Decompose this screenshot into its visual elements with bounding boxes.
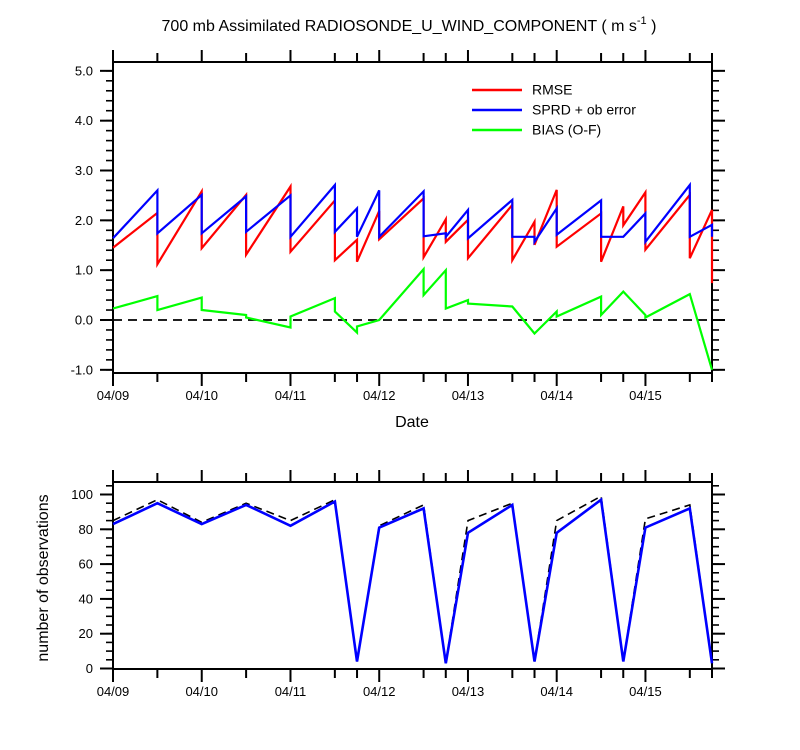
x-tick-label: 04/13 [452, 684, 485, 699]
y-tick-label: -1.0 [71, 362, 93, 377]
y-tick-label: 100 [71, 487, 93, 502]
legend-label-bias: BIAS (O-F) [532, 122, 601, 138]
y-tick-label: 0 [86, 661, 93, 676]
legend-label-sprd: SPRD + ob error [532, 102, 636, 118]
x-tick-label: 04/14 [540, 388, 573, 403]
series-sprd-ob-error [112, 181, 714, 246]
series-rmse [112, 182, 714, 284]
legend-label-rmse: RMSE [532, 82, 572, 98]
x-tick-label: 04/09 [97, 388, 130, 403]
y-tick-label: 0.0 [75, 313, 93, 328]
x-tick-label: 04/11 [275, 388, 307, 403]
x-tick-label: 04/15 [629, 388, 662, 403]
x-tick-label: 04/12 [363, 684, 396, 699]
chart-title: 700 mb Assimilated RADIOSONDE_U_WIND_COM… [162, 15, 657, 35]
bottom-y-axis-title: number of observations [35, 494, 52, 661]
x-tick-label: 04/13 [452, 388, 485, 403]
x-tick-label: 04/11 [275, 684, 307, 699]
chart-title-superscript: -1 [637, 15, 647, 27]
x-tick-label: 04/12 [363, 388, 396, 403]
bottom-panel: 04/09 04/10 04/11 04/12 04/13 04/14 04/15 0 20 40… [71, 470, 725, 699]
series-bias-o-f- [112, 266, 714, 371]
legend: RMSE SPRD + ob error BIAS (O-F) [472, 82, 636, 138]
chart-title-main: 700 mb Assimilated RADIOSONDE_U_WIND_COM… [162, 18, 637, 35]
y-tick-label: 2.0 [75, 213, 93, 228]
y-tick-label: 20 [79, 626, 93, 641]
x-tick-label: 04/09 [97, 684, 130, 699]
chart-title-close: ) [647, 18, 657, 35]
y-tick-label: 4.0 [75, 113, 93, 128]
y-tick-label: 60 [79, 557, 93, 572]
x-tick-label: 04/10 [185, 388, 218, 403]
plot-frame [112, 481, 713, 670]
x-axis-title: Date [395, 414, 429, 431]
y-tick-label: 80 [79, 522, 93, 537]
y-tick-label: 3.0 [75, 163, 93, 178]
y-tick-label: 1.0 [75, 263, 93, 278]
series-observations-possible [112, 494, 713, 664]
x-tick-label: 04/10 [185, 684, 218, 699]
top-panel: 04/09 04/10 04/11 04/12 04/13 04/14 04/15 -1.0 0… [71, 50, 725, 403]
y-tick-label: 40 [79, 591, 93, 606]
series-observations-assimilated [112, 497, 714, 664]
y-tick-label: 5.0 [75, 63, 93, 78]
x-tick-label: 04/14 [540, 684, 573, 699]
x-tick-label: 04/15 [629, 684, 662, 699]
